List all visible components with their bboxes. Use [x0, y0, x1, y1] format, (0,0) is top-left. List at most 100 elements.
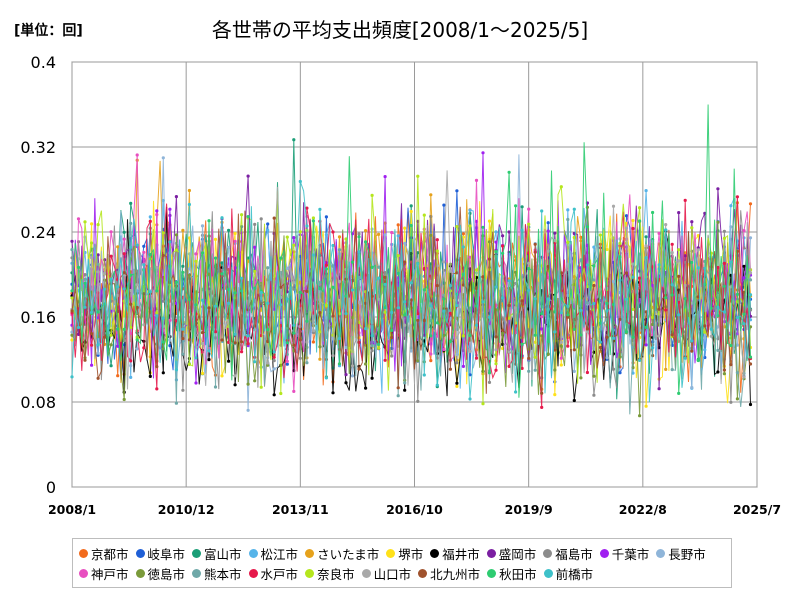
series-point [501, 234, 505, 238]
series-point [416, 318, 420, 322]
series-point [350, 260, 355, 264]
series-point [318, 207, 322, 211]
legend-item: 神戸市 [79, 563, 129, 583]
series-point [129, 245, 133, 249]
series-point [409, 349, 413, 353]
series-point [748, 278, 753, 282]
series-point [116, 327, 120, 331]
series-point [487, 219, 492, 223]
series-point [540, 391, 544, 395]
series-point [168, 207, 172, 211]
series-point [403, 300, 407, 304]
series-point [638, 219, 642, 223]
series-point [448, 311, 452, 315]
legend-label: 富山市 [204, 546, 242, 562]
series-point [429, 359, 433, 363]
series-point [644, 235, 648, 239]
series-point [148, 215, 152, 219]
series-point [403, 226, 407, 230]
series-point [292, 323, 296, 327]
series-point [396, 271, 400, 275]
series-point [533, 297, 537, 301]
series-point [266, 363, 270, 367]
series-point [664, 228, 668, 232]
series-point [285, 341, 289, 345]
series-point [220, 374, 224, 378]
series-point [735, 292, 740, 296]
series-point [96, 270, 100, 274]
series-point [187, 362, 191, 366]
series-point [194, 356, 198, 360]
series-point [220, 272, 224, 276]
series-point [142, 250, 146, 254]
series-point [155, 314, 159, 318]
series-point [200, 298, 205, 302]
series-point [331, 314, 335, 318]
series-point [442, 203, 446, 207]
series-point [422, 373, 426, 377]
legend-label: 福井市 [442, 546, 480, 562]
legend-item: 福井市 [430, 543, 480, 563]
series-point [422, 288, 426, 292]
series-point [677, 391, 681, 395]
series-point [292, 281, 296, 285]
series-point [579, 333, 583, 337]
series-point [96, 262, 100, 266]
series-point [742, 322, 746, 326]
series-point [227, 245, 231, 249]
series-point [96, 223, 100, 227]
series-point [716, 220, 720, 224]
series-point [664, 223, 668, 227]
series-point [298, 179, 302, 184]
series-point [572, 207, 576, 211]
series-point [592, 301, 596, 306]
series-point [690, 226, 694, 230]
series-point [227, 359, 231, 363]
legend-marker-icon [135, 548, 145, 558]
series-point [324, 233, 328, 237]
series-point [129, 302, 133, 306]
series-point [716, 348, 720, 352]
series-point [520, 205, 524, 209]
series-point [129, 221, 133, 225]
series-point [207, 358, 211, 362]
legend-marker-icon [486, 548, 496, 558]
series-point [690, 260, 694, 265]
series-point [657, 307, 661, 311]
series-point [233, 231, 237, 236]
x-tick-label: 2025/7 [733, 502, 781, 517]
series-point [683, 297, 687, 301]
legend-marker-icon [192, 568, 202, 578]
series-point [527, 288, 531, 292]
series-point [735, 316, 740, 320]
series-point [285, 235, 289, 239]
series-point [181, 270, 185, 274]
series-point [429, 352, 433, 356]
series-point [344, 237, 348, 241]
legend-label: 熊本市 [204, 566, 242, 582]
series-point [735, 371, 740, 375]
series-point [748, 355, 753, 359]
series-point [572, 369, 576, 373]
series-point [722, 284, 727, 288]
series-point [540, 312, 544, 316]
series-point [187, 236, 191, 240]
series-point [474, 323, 479, 327]
series-point [364, 240, 368, 244]
legend-item: 盛岡市 [486, 543, 536, 563]
legend-marker-icon [430, 548, 440, 558]
series-point [383, 358, 387, 362]
series-point [442, 333, 446, 337]
series-point [474, 356, 479, 360]
series-point [377, 265, 381, 269]
legend-label: 北九州市 [430, 566, 481, 582]
series-point [331, 354, 335, 358]
series-point [416, 359, 420, 363]
series-point [429, 334, 433, 338]
series-point [540, 334, 544, 338]
series-point [690, 349, 694, 353]
series-point [448, 339, 452, 344]
series-point [135, 153, 139, 157]
series-point [168, 344, 172, 348]
series-point [266, 222, 270, 226]
